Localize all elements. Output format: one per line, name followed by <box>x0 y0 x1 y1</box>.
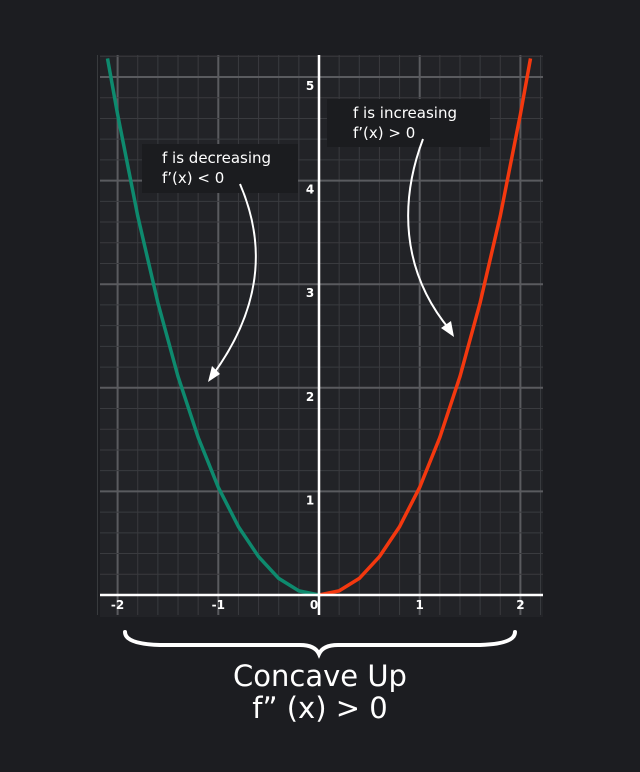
y-tick-label: 5 <box>306 79 314 93</box>
arrow-head-increasing-icon <box>441 321 454 337</box>
annotation-increasing-line2: f’(x) > 0 <box>353 124 415 142</box>
annotation-decreasing-line1: f is decreasing <box>162 149 271 167</box>
y-tick-label: 2 <box>306 390 314 404</box>
brace <box>123 630 517 659</box>
arrow-increasing <box>407 138 451 331</box>
y-tick-label: 3 <box>306 286 314 300</box>
annotation-increasing-line1: f is increasing <box>353 104 457 122</box>
x-tick-label: 0 <box>310 598 318 612</box>
annotation-box-decreasing <box>142 144 298 193</box>
curves <box>105 58 533 597</box>
y-tick-label: 4 <box>306 183 314 197</box>
y-tick-label: 1 <box>306 493 314 507</box>
arrow-decreasing <box>211 183 257 377</box>
x-tick-label: 1 <box>416 598 424 612</box>
annotation-decreasing-line2: f’(x) < 0 <box>162 169 224 187</box>
caption-second-derivative: f” (x) > 0 <box>252 691 387 725</box>
annotation-box-increasing <box>327 99 490 147</box>
x-tick-labels: -2 -1 0 1 2 <box>111 598 525 612</box>
caption-concave-up: Concave Up <box>233 659 407 693</box>
y-tick-labels: 1 2 3 4 5 <box>306 79 314 507</box>
x-tick-label: -1 <box>212 598 225 612</box>
x-tick-label: -2 <box>111 598 124 612</box>
curve-decreasing <box>105 58 320 597</box>
curve-increasing <box>318 58 533 597</box>
x-tick-label: 2 <box>516 598 524 612</box>
arrow-head-decreasing-icon <box>208 366 220 382</box>
